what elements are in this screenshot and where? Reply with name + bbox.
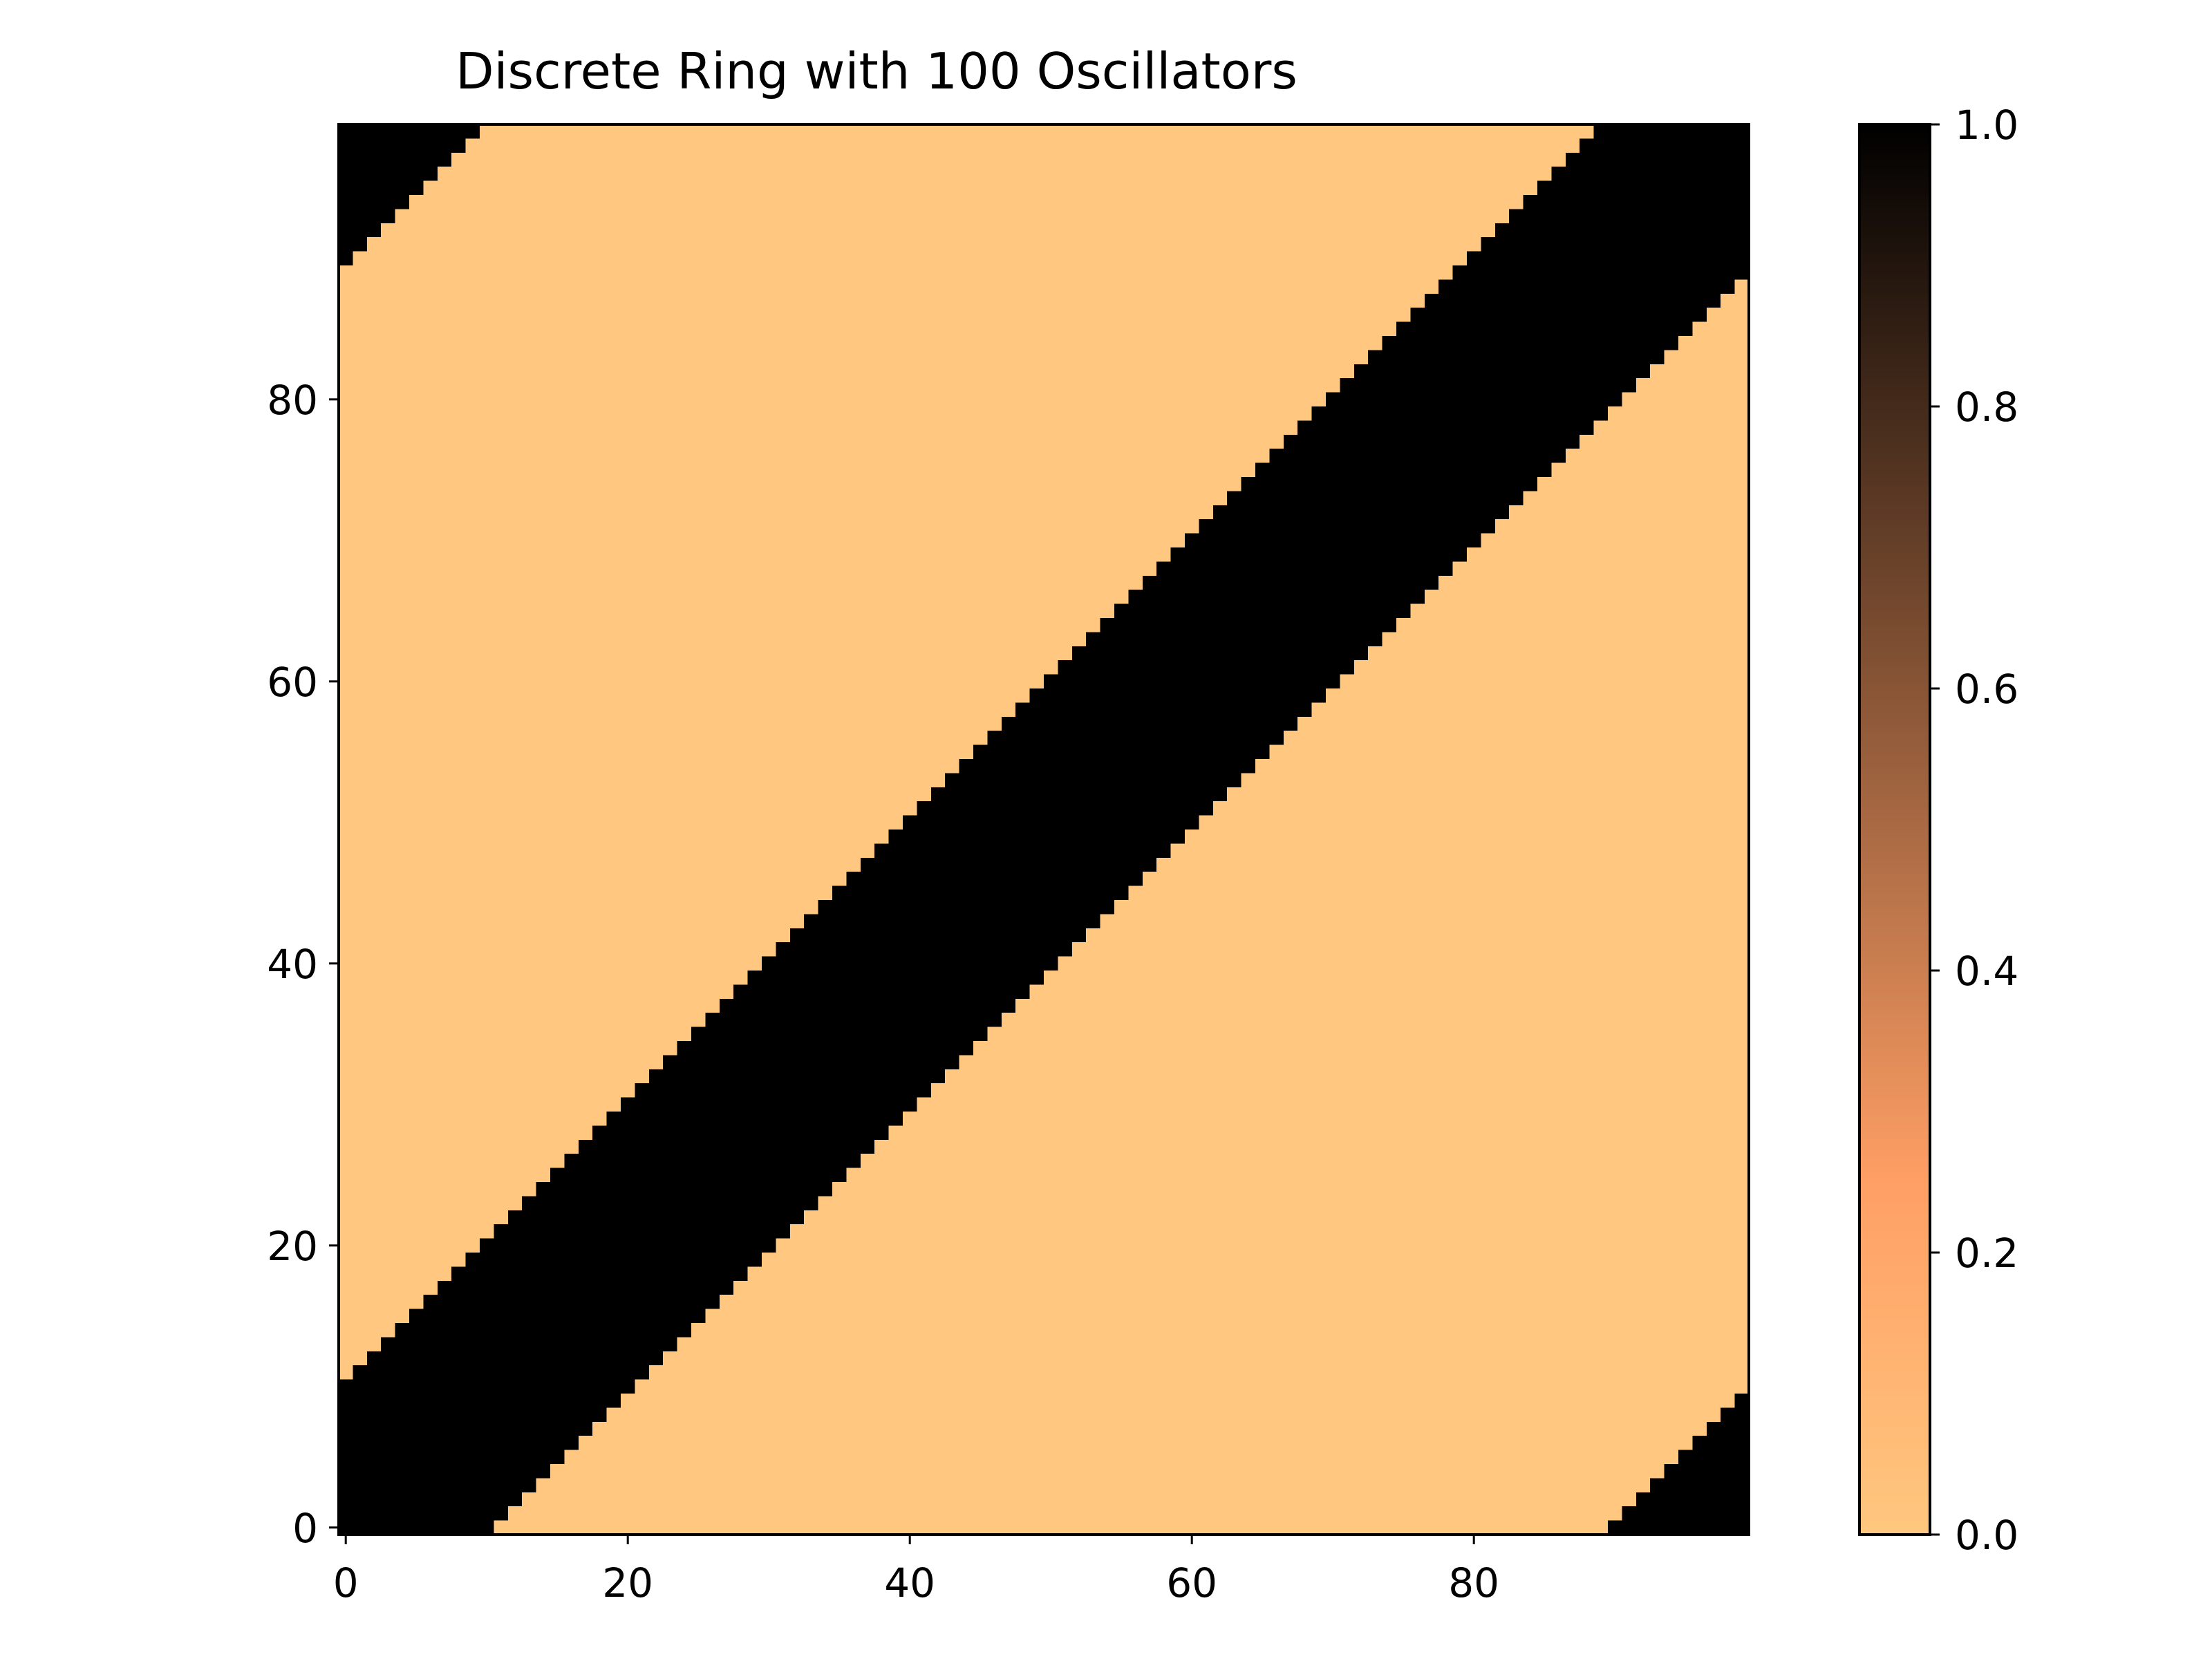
- chart-title: Discrete Ring with 100 Oscillators: [456, 42, 1297, 100]
- colorbar-tick-label: 1.0: [1955, 102, 2018, 149]
- heatmap-band: [339, 124, 1749, 1535]
- colorbar-tick-label: 0.6: [1955, 666, 2018, 713]
- x-tick-label: 20: [602, 1559, 653, 1606]
- colorbar-tick-label: 0.2: [1955, 1230, 2018, 1277]
- x-tick-label: 40: [884, 1559, 935, 1606]
- y-tick-label: 40: [267, 941, 318, 988]
- x-tick-label: 0: [333, 1559, 359, 1606]
- colorbar-tick-label: 0.4: [1955, 948, 2018, 995]
- colorbar: 0.0 0.2 0.4 0.6 0.8 1.0: [1858, 102, 2018, 1559]
- plot-frame: [337, 123, 1750, 1536]
- colorbar-frame: [1858, 123, 1931, 1536]
- x-tick-label: 60: [1166, 1559, 1217, 1606]
- y-tick-label: 80: [267, 377, 318, 424]
- colorbar-ticks: 0.0 0.2 0.4 0.6 0.8 1.0: [1930, 102, 2018, 1559]
- y-tick-label: 0: [292, 1505, 318, 1552]
- y-tick-label: 60: [267, 659, 318, 706]
- y-axis-ticks: 0 20 40 60 80: [267, 377, 339, 1552]
- y-tick-label: 20: [267, 1223, 318, 1270]
- colorbar-tick-label: 0.8: [1955, 384, 2018, 431]
- colorbar-tick-label: 0.0: [1955, 1512, 2018, 1559]
- x-tick-label: 80: [1448, 1559, 1499, 1606]
- colorbar-gradient: [1859, 124, 1930, 1535]
- x-axis-ticks: 0 20 40 60 80: [333, 1535, 1499, 1606]
- plot-area: [339, 124, 1749, 1535]
